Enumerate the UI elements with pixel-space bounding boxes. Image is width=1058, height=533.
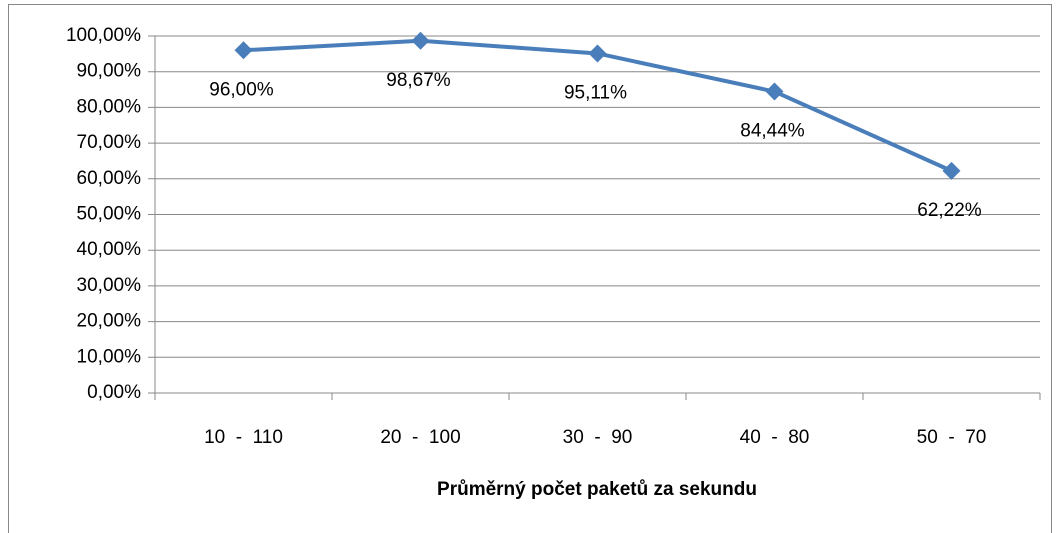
data-label: 84,44% xyxy=(740,121,805,142)
data-label: 96,00% xyxy=(209,79,274,100)
y-tick-label: 70,00% xyxy=(77,132,142,153)
y-tick-label: 20,00% xyxy=(77,311,142,332)
x-tick-label: 30 - 90 xyxy=(563,427,633,448)
y-tick-label: 40,00% xyxy=(77,239,142,260)
data-label: 62,22% xyxy=(917,200,982,221)
marker xyxy=(411,31,430,50)
y-tick-label: 0,00% xyxy=(87,382,141,403)
x-tick-label: 40 - 80 xyxy=(740,427,810,448)
y-tick-label: 90,00% xyxy=(77,61,142,82)
x-tick-label: 10 - 110 xyxy=(204,427,283,448)
marker xyxy=(588,44,607,63)
marker xyxy=(765,82,784,101)
data-label: 95,11% xyxy=(564,82,627,103)
y-tick-label: 30,00% xyxy=(77,275,142,296)
y-tick-label: 50,00% xyxy=(77,204,142,225)
x-axis-label: Průměrný počet paketů za sekundu xyxy=(437,479,757,500)
x-tick-label: 20 - 100 xyxy=(380,427,460,448)
chart-frame xyxy=(8,4,1052,533)
marker xyxy=(942,161,961,180)
y-tick-label: 10,00% xyxy=(77,346,142,367)
marker xyxy=(234,41,253,60)
x-tick-label: 50 - 70 xyxy=(917,427,987,448)
data-label: 98,67% xyxy=(386,70,451,91)
y-tick-label: 80,00% xyxy=(77,96,142,117)
y-tick-label: 100,00% xyxy=(66,25,141,46)
y-tick-label: 60,00% xyxy=(77,168,142,189)
